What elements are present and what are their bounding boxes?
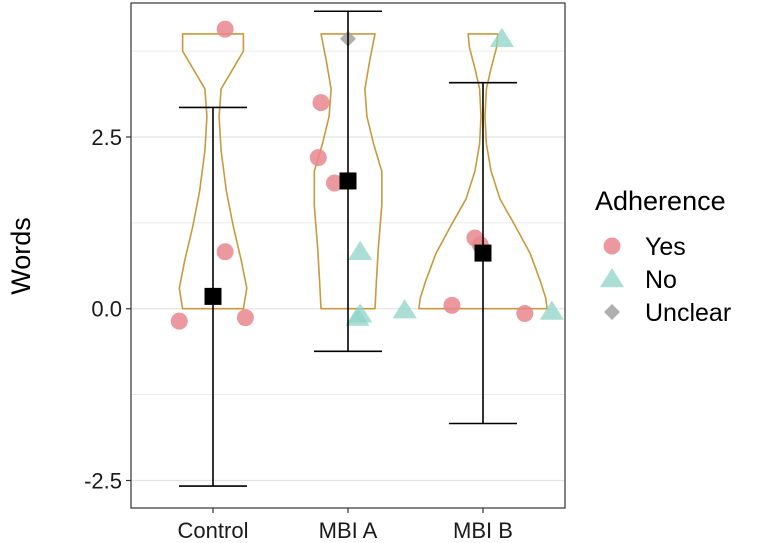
point-yes bbox=[309, 149, 327, 167]
point-yes bbox=[326, 174, 343, 192]
legend-key-yes bbox=[603, 237, 621, 255]
x-tick-label: Control bbox=[178, 518, 249, 543]
x-tick-label: MBI A bbox=[319, 518, 378, 543]
summary-markers bbox=[179, 10, 517, 487]
point-no bbox=[392, 299, 417, 319]
point-no bbox=[348, 240, 373, 260]
point-yes bbox=[216, 243, 234, 261]
violin-outline bbox=[178, 33, 248, 310]
legend-entries: Yes No Unclear bbox=[599, 233, 731, 327]
y-tick-label: -2.5 bbox=[84, 469, 122, 494]
y-tick-label: 2.5 bbox=[91, 125, 122, 150]
mean-marker bbox=[204, 287, 222, 305]
legend: Adherence Yes No Unclear bbox=[595, 186, 731, 327]
legend-title: Adherence bbox=[595, 186, 726, 216]
point-yes bbox=[216, 20, 234, 38]
violin-outline bbox=[418, 33, 548, 310]
legend-label: Yes bbox=[645, 233, 686, 261]
legend-label: No bbox=[645, 266, 677, 294]
legend-label: Unclear bbox=[645, 299, 731, 327]
point-yes bbox=[443, 296, 461, 314]
mean-marker bbox=[339, 172, 357, 190]
point-no bbox=[348, 303, 373, 323]
violins bbox=[178, 33, 548, 310]
point-yes bbox=[236, 309, 254, 327]
y-axis-title: Words bbox=[6, 217, 36, 295]
y-tick-label: 0.0 bbox=[91, 297, 122, 322]
axes: -2.5 0.0 2.5 Control MBI A MBI B bbox=[84, 125, 513, 543]
point-yes bbox=[516, 305, 534, 323]
point-yes bbox=[312, 94, 330, 112]
legend-key-no bbox=[599, 268, 625, 288]
point-yes bbox=[170, 312, 188, 330]
x-tick-label: MBI B bbox=[453, 518, 513, 543]
violin-outline bbox=[313, 33, 383, 310]
point-no bbox=[489, 27, 514, 47]
mean-marker bbox=[474, 244, 492, 262]
point-no bbox=[539, 300, 564, 320]
legend-key-unclear bbox=[604, 304, 620, 320]
